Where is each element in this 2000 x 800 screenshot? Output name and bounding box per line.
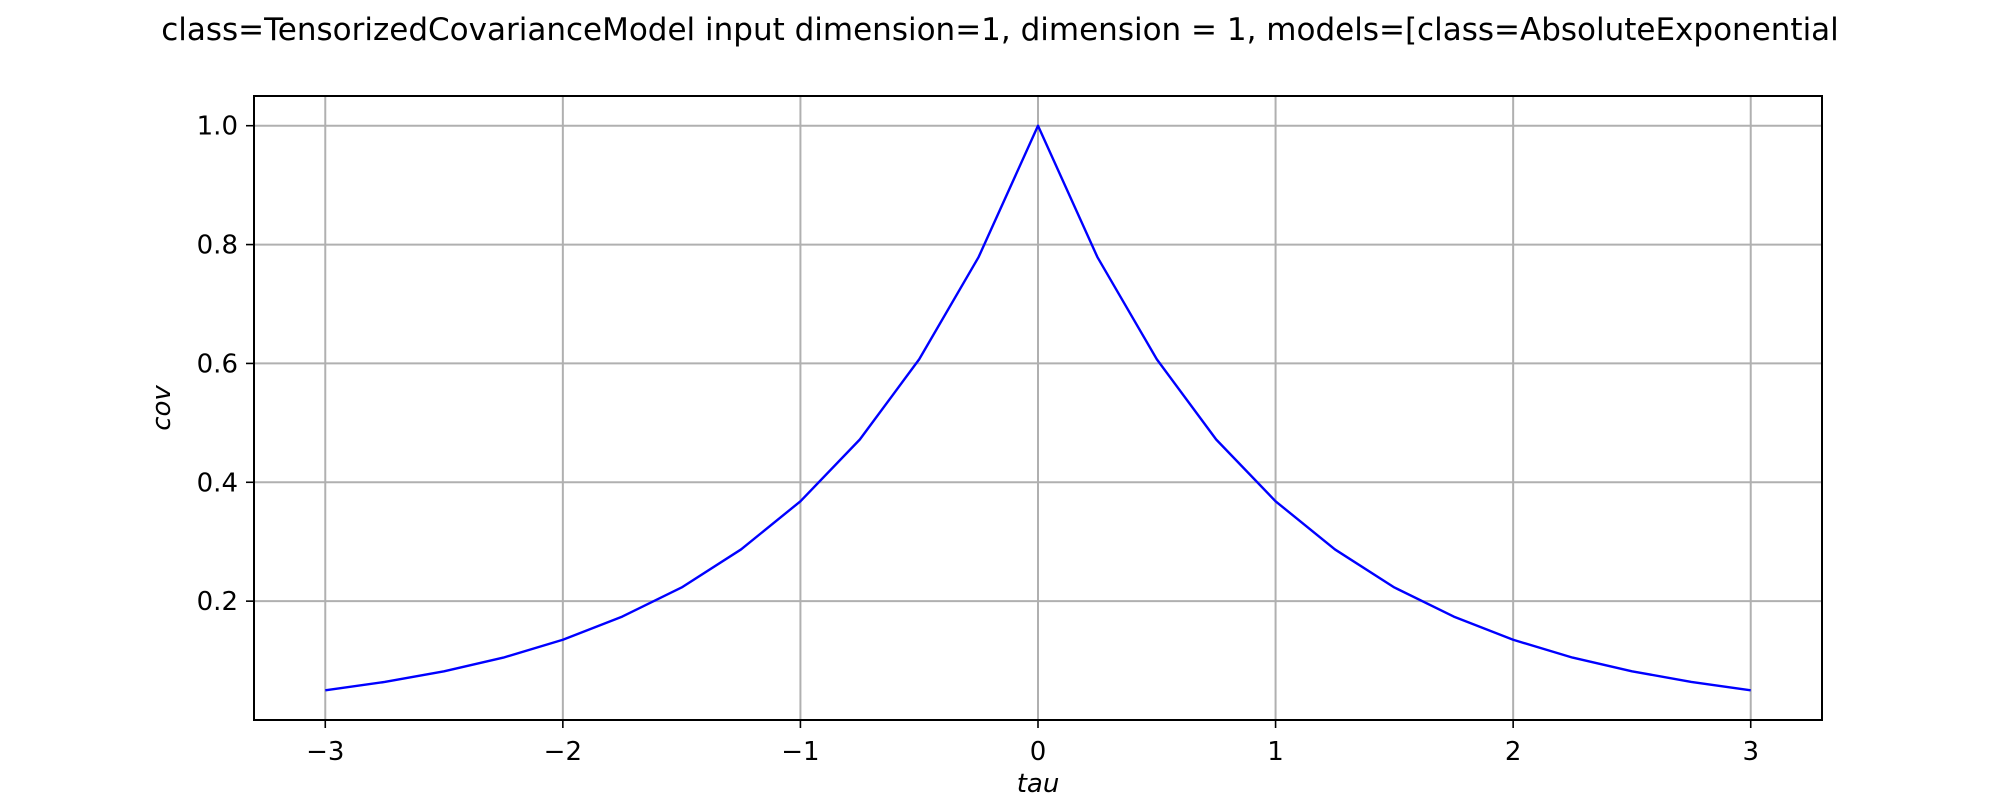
x-axis-label: tau [1017, 769, 1060, 799]
y-tick-label: 0.8 [197, 231, 238, 261]
chart-title: class=TensorizedCovarianceModel input di… [161, 12, 1839, 48]
y-tick-label: 0.4 [197, 468, 238, 498]
y-axis: 0.2 0.4 0.6 0.8 1.0 [197, 112, 254, 617]
y-axis-label: cov [147, 385, 177, 431]
covariance-series-line [325, 124, 1751, 692]
grid [254, 96, 1822, 720]
x-tick-label: 1 [1267, 737, 1284, 767]
y-tick-label: 1.0 [197, 112, 238, 142]
x-tick-label: 2 [1505, 737, 1522, 767]
x-tick-label: −2 [544, 737, 582, 767]
x-tick-label: −3 [306, 737, 344, 767]
x-axis: −3 −2 −1 0 1 2 3 [306, 720, 1759, 767]
y-tick-label: 0.6 [197, 349, 238, 379]
x-tick-label: −1 [781, 737, 819, 767]
series-layer [325, 124, 1751, 692]
x-tick-label: 3 [1742, 737, 1759, 767]
y-tick-label: 0.2 [197, 587, 238, 617]
x-tick-label: 0 [1030, 737, 1047, 767]
